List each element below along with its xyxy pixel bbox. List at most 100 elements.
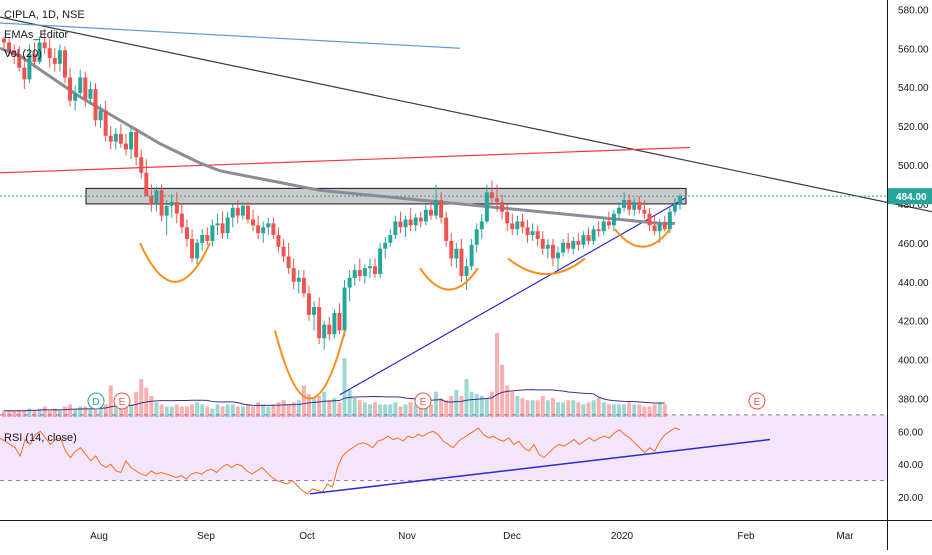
time-tick-label: Mar: [836, 531, 854, 542]
event-marker-label: E: [420, 397, 427, 408]
event-marker[interactable]: E: [113, 392, 131, 410]
volume-bar: [378, 404, 383, 417]
candle-body: [525, 227, 530, 236]
volume-bar: [591, 400, 596, 417]
candle-body: [373, 266, 378, 274]
volume-bar: [83, 406, 88, 417]
symbol-legend[interactable]: CIPLA, 1D, NSE: [4, 9, 85, 21]
volume-bar: [576, 402, 581, 417]
volume-bar: [240, 406, 245, 417]
volume-bar: [245, 404, 250, 417]
volume-bar: [108, 385, 113, 417]
candle-body: [672, 203, 677, 212]
volume-bar: [129, 404, 134, 417]
volume-bar: [301, 385, 306, 417]
volume-bar: [545, 400, 550, 417]
volume-bar: [535, 400, 540, 417]
volume-bar: [291, 402, 296, 417]
volume-bar: [469, 391, 474, 417]
candle-body: [459, 248, 464, 276]
candle-body: [286, 256, 291, 269]
candle-body: [57, 50, 62, 64]
candle-body: [642, 209, 647, 214]
candle-body: [362, 268, 367, 276]
candle-body: [164, 205, 169, 216]
candle-body: [98, 110, 103, 121]
candle-body: [540, 238, 545, 249]
trendline-black-trend: [0, 16, 932, 213]
volume-bar: [113, 398, 118, 417]
volume-bar: [449, 396, 454, 417]
volume-bar: [184, 406, 189, 417]
volume-bar: [215, 404, 220, 417]
candle-body: [281, 246, 286, 257]
candle-body: [367, 266, 372, 269]
current-price-label: 484.00: [896, 192, 927, 203]
volume-bar: [179, 406, 184, 417]
volume-bar: [57, 410, 62, 417]
volume-bar: [657, 402, 662, 417]
event-marker[interactable]: E: [414, 392, 432, 410]
rsi-legend[interactable]: RSI (14, close): [4, 432, 77, 444]
event-marker[interactable]: D: [87, 392, 105, 410]
candle-body: [37, 42, 42, 62]
volume-bar: [403, 404, 408, 417]
candle-body: [296, 277, 301, 282]
candle-body: [413, 217, 418, 226]
volume-bar: [169, 406, 174, 417]
volume-bar: [632, 404, 637, 417]
price-tick-label: 480.00: [898, 200, 929, 211]
candle-body: [245, 205, 250, 220]
candle-body: [240, 205, 245, 216]
cup-arc: [419, 267, 479, 291]
price-tick-label: 380.00: [898, 395, 929, 406]
volume-bar: [434, 391, 439, 417]
volume-bar: [454, 389, 459, 417]
volume-bar: [627, 402, 632, 417]
candle-body: [622, 200, 627, 208]
event-marker-circle: [748, 392, 766, 410]
candle-body: [423, 209, 428, 222]
volume-ma-line: [4, 389, 665, 412]
volume-bar: [367, 404, 372, 417]
volume-bar: [464, 379, 469, 417]
volume-bar: [606, 404, 611, 417]
volume-bar: [515, 396, 520, 417]
candle-body: [47, 48, 52, 58]
trendline-blue-trend: [339, 197, 686, 396]
volume-bar: [317, 396, 322, 417]
time-tick-label: Sep: [197, 531, 215, 542]
volume-bar: [550, 398, 555, 417]
candle-body: [662, 223, 667, 230]
volume-bar: [352, 398, 357, 417]
ema-legend[interactable]: EMAs_Editor: [4, 29, 69, 41]
candle-body: [113, 133, 118, 142]
candle-body: [393, 221, 398, 236]
candle-body: [454, 248, 459, 259]
candle-body: [2, 38, 6, 43]
candle-body: [62, 50, 67, 78]
candle-body: [306, 293, 311, 315]
candle-body: [93, 89, 98, 121]
volume-bar: [393, 402, 398, 417]
event-marker-label: E: [754, 397, 761, 408]
volume-bar: [271, 404, 276, 417]
candle-body: [154, 190, 159, 204]
candle-body: [205, 235, 210, 241]
candle-body: [312, 307, 317, 315]
volume-bar: [337, 402, 342, 417]
volume-bar: [276, 402, 281, 417]
price-tick-label: 540.00: [898, 83, 929, 94]
volume-bar: [37, 408, 42, 417]
candle-body: [27, 54, 32, 80]
cup-arc: [507, 257, 586, 275]
candle-body: [200, 235, 205, 243]
volume-legend[interactable]: Vol (20): [4, 48, 42, 60]
volume-bar: [164, 406, 169, 417]
candle-body: [230, 207, 235, 218]
event-marker[interactable]: E: [748, 392, 766, 410]
volume-bar: [586, 402, 591, 417]
candle-body: [556, 252, 561, 259]
